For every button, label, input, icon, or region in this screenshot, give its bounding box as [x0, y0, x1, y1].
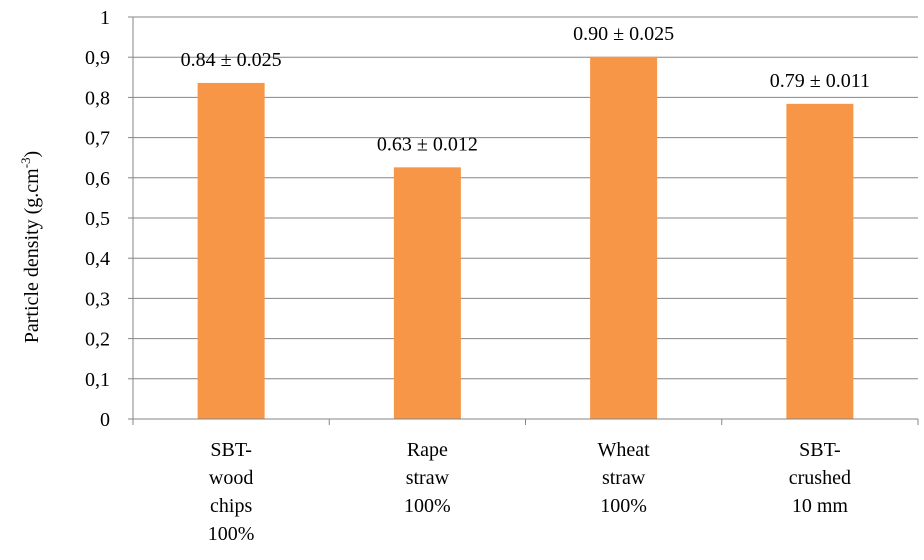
data-label: 0.90 ± 0.025 [573, 23, 674, 45]
category-label-line: 100% [404, 495, 451, 517]
category-label-line: wood [209, 467, 253, 489]
category-label-line: straw [406, 467, 450, 489]
y-tick-label: 1 [100, 7, 110, 29]
y-tick-label: 0,7 [85, 128, 110, 150]
y-tick-label: 0,1 [85, 369, 110, 391]
category-label-line: SBT- [210, 439, 252, 461]
bar [393, 167, 461, 419]
y-tick-label: 0,9 [85, 47, 110, 69]
category-label-line: Wheat [598, 439, 651, 461]
category-label: SBT-crushed 10 mm [789, 439, 851, 517]
data-labels: 0.84 ± 0.025 0.63 ± 0.012 0.90 ± 0.025 0.79… [181, 23, 870, 156]
y-tick-label: 0,4 [85, 248, 110, 270]
bar [197, 82, 265, 419]
axes [128, 16, 919, 425]
category-label-line: 100% [208, 523, 255, 545]
y-axis-title-main: Particle density (g.cm [21, 168, 43, 343]
category-labels: SBT-wood chips 100% Rape straw 100% Wheat straw… [208, 439, 851, 545]
category-label: Rape straw 100% [404, 439, 451, 517]
y-tick-label: 0,8 [85, 87, 110, 109]
y-tick-label: 0,3 [85, 288, 110, 310]
y-tick-label: 0,5 [85, 208, 110, 230]
data-label: 0.84 ± 0.025 [181, 49, 282, 71]
bars [197, 56, 854, 419]
category-label-line: 10 mm [792, 495, 849, 517]
category-label: SBT-wood chips 100% [208, 439, 255, 545]
y-axis-title-superscript: -3 [18, 157, 33, 168]
category-label: Wheat straw 100% [598, 439, 651, 517]
y-tick-label: 0,2 [85, 329, 110, 351]
data-label: 0.63 ± 0.012 [377, 133, 478, 155]
category-label-line: 100% [600, 495, 647, 517]
category-label-line: Rape [407, 439, 448, 461]
category-label-line: crushed [789, 467, 851, 489]
y-axis-title: Particle density (g.cm-3) [18, 151, 43, 343]
y-tick-labels: 0 0,1 0,2 0,3 0,4 0,5 0,6 0,7 0,8 0,9 1 [85, 7, 110, 431]
bar [590, 56, 658, 419]
bar [786, 103, 854, 419]
category-label-line: chips [210, 495, 252, 517]
category-label-line: straw [602, 467, 646, 489]
data-label: 0.79 ± 0.011 [770, 70, 870, 92]
y-tick-label: 0,6 [85, 168, 110, 190]
category-label-line: SBT- [799, 439, 841, 461]
y-axis-title-suffix: ) [21, 151, 43, 158]
y-tick-label: 0 [100, 409, 110, 431]
